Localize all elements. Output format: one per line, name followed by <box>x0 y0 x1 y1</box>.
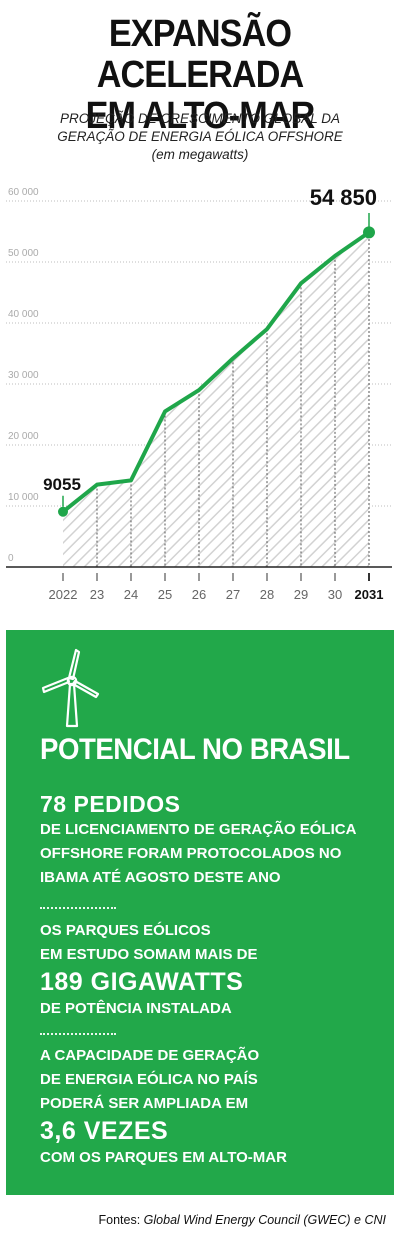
requests-text-line: OFFSHORE FORAM PROTOCOLADOS NO <box>40 845 342 862</box>
capacity-text-line: COM OS PARQUES EM ALTO-MAR <box>40 1149 287 1166</box>
requests-text-line: DE LICENCIAMENTO DE GERAÇÃO EÓLICA <box>40 821 357 838</box>
x-tick-label: 26 <box>192 587 206 602</box>
end-point-marker <box>363 226 375 239</box>
area-fill <box>63 232 369 567</box>
panel-title: POTENCIAL NO BRASIL <box>40 733 350 766</box>
title-line-2: EM ALTO-MAR <box>85 95 316 137</box>
parks-text-line: OS PARQUES EÓLICOS <box>40 922 211 939</box>
chart-subtitle: PROJEÇÃO DE CRESCIMENTO GLOBAL DA GERAÇÃ… <box>0 110 400 164</box>
y-tick-label: 60 000 <box>8 187 39 198</box>
title-line-1: EXPANSÃO ACELERADA <box>96 13 305 96</box>
requests-count: 78 PEDIDOS <box>40 791 181 817</box>
wind-turbine-icon <box>41 648 100 728</box>
x-tick-label: 27 <box>226 587 240 602</box>
end-value-label: 54 850 <box>310 185 377 210</box>
x-tick-label: 28 <box>260 587 274 602</box>
series-line <box>61 230 371 514</box>
capacity-text-line: PODERÁ SER AMPLIADA EM <box>40 1095 249 1112</box>
wind-parks-block: OS PARQUES EÓLICOS EM ESTUDO SOMAM MAIS … <box>40 919 258 1021</box>
subtitle-unit: (em megawatts) <box>151 147 249 162</box>
dotted-divider <box>40 907 116 909</box>
chart-title: EXPANSÃO ACELERADA EM ALTO-MAR <box>20 14 380 137</box>
capacity-block: A CAPACIDADE DE GERAÇÃO DE ENERGIA EÓLIC… <box>40 1044 287 1170</box>
y-tick-label: 0 <box>8 553 14 564</box>
subtitle-line-1: PROJEÇÃO DE CRESCIMENTO GLOBAL DA <box>59 111 341 126</box>
brazil-potential-panel: POTENCIAL NO BRASIL 78 PEDIDOS DE LICENC… <box>6 630 394 1195</box>
x-tick-label: 2022 <box>49 587 78 602</box>
x-tick-label: 25 <box>158 587 172 602</box>
source-note: Fontes: Global Wind Energy Council (GWEC… <box>99 1213 387 1227</box>
y-tick-label: 20 000 <box>8 431 39 442</box>
start-value-label: 9055 <box>43 475 81 494</box>
y-tick-label: 30 000 <box>8 370 39 381</box>
x-tick-label: 23 <box>90 587 104 602</box>
start-point-marker <box>58 506 68 517</box>
parks-text-line: DE POTÊNCIA INSTALADA <box>40 1000 232 1017</box>
y-tick-label: 40 000 <box>8 309 39 320</box>
dotted-divider <box>40 1033 116 1035</box>
y-tick-label: 50 000 <box>8 248 39 259</box>
parks-text-line: EM ESTUDO SOMAM MAIS DE <box>40 946 258 963</box>
source-text: Global Wind Energy Council (GWEC) e CNI <box>143 1213 386 1227</box>
gigawatts-figure: 189 GIGAWATTS <box>40 968 244 996</box>
x-tick-label: 29 <box>294 587 308 602</box>
capacity-text-line: A CAPACIDADE DE GERAÇÃO <box>40 1047 260 1064</box>
source-prefix: Fontes: <box>98 1213 144 1227</box>
growth-chart: 0 10 000 20 000 30 000 40 000 50 000 60 000 20… <box>6 185 392 602</box>
x-tick-label: 2031 <box>355 587 384 602</box>
licensing-requests-block: 78 PEDIDOS DE LICENCIAMENTO DE GERAÇÃO E… <box>40 790 356 890</box>
x-tick-label: 24 <box>124 587 138 602</box>
x-tick-label: 30 <box>328 587 342 602</box>
capacity-multiplier: 3,6 VEZES <box>40 1117 169 1145</box>
capacity-text-line: DE ENERGIA EÓLICA NO PAÍS <box>40 1071 258 1088</box>
requests-text-line: IBAMA ATÉ AGOSTO DESTE ANO <box>40 869 281 886</box>
y-tick-label: 10 000 <box>8 492 39 503</box>
subtitle-line-2: GERAÇÃO DE ENERGIA EÓLICA OFFSHORE <box>57 129 343 144</box>
